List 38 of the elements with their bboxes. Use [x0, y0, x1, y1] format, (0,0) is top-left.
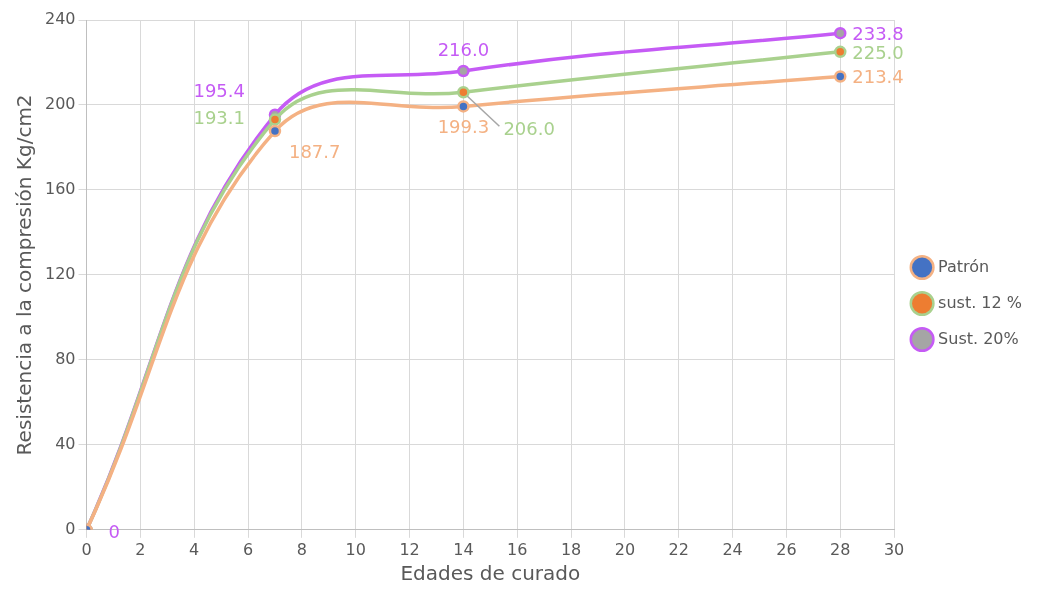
x-tick-label: 8: [296, 539, 307, 559]
x-tick-label: 30: [883, 539, 905, 559]
data-label: 233.8: [852, 22, 904, 44]
x-tick-label: 18: [560, 539, 582, 559]
x-tick-label: 20: [614, 539, 636, 559]
data-label: 0: [108, 521, 120, 543]
y-axis-title: Resistencia a la compresión Kg/cm2: [12, 94, 37, 456]
data-label: 199.3: [437, 116, 490, 138]
y-tick-label: 200: [44, 94, 76, 114]
y-tick-label: 160: [44, 179, 76, 199]
y-tick-label: 40: [55, 433, 76, 453]
legend-label: Patrón: [938, 256, 990, 276]
x-tick-label: 0: [81, 539, 92, 559]
y-tick-label: 0: [65, 518, 76, 538]
y-tick-label: 240: [44, 9, 76, 29]
x-tick-label: 4: [189, 539, 200, 559]
legend-label: Sust. 20%: [938, 328, 1019, 348]
x-tick-label: 12: [399, 539, 420, 559]
x-tick-label: 10: [345, 539, 366, 559]
data-label: 225.0: [852, 41, 904, 63]
x-tick-label: 6: [242, 539, 254, 559]
data-label: 187.7: [288, 140, 341, 162]
x-tick-label: 28: [830, 539, 851, 559]
x-tick-label: 2: [135, 539, 146, 559]
x-tick-label: 26: [776, 539, 797, 559]
x-tick-label: 16: [507, 539, 528, 559]
y-tick-label: 80: [55, 349, 76, 369]
data-label: 216.0: [437, 38, 490, 60]
data-label: 193.1: [193, 107, 245, 129]
x-tick-label: 24: [722, 539, 743, 559]
x-tick-label: 14: [453, 539, 474, 559]
x-tick-label: 22: [668, 539, 689, 559]
data-label: 195.4: [193, 80, 245, 102]
legend-label: sust. 12 %: [938, 292, 1022, 312]
y-tick-label: 120: [44, 264, 76, 284]
x-axis-title: Edades de curado: [400, 561, 581, 586]
data-label: 206.0: [503, 117, 555, 139]
data-label: 213.4: [852, 66, 904, 88]
